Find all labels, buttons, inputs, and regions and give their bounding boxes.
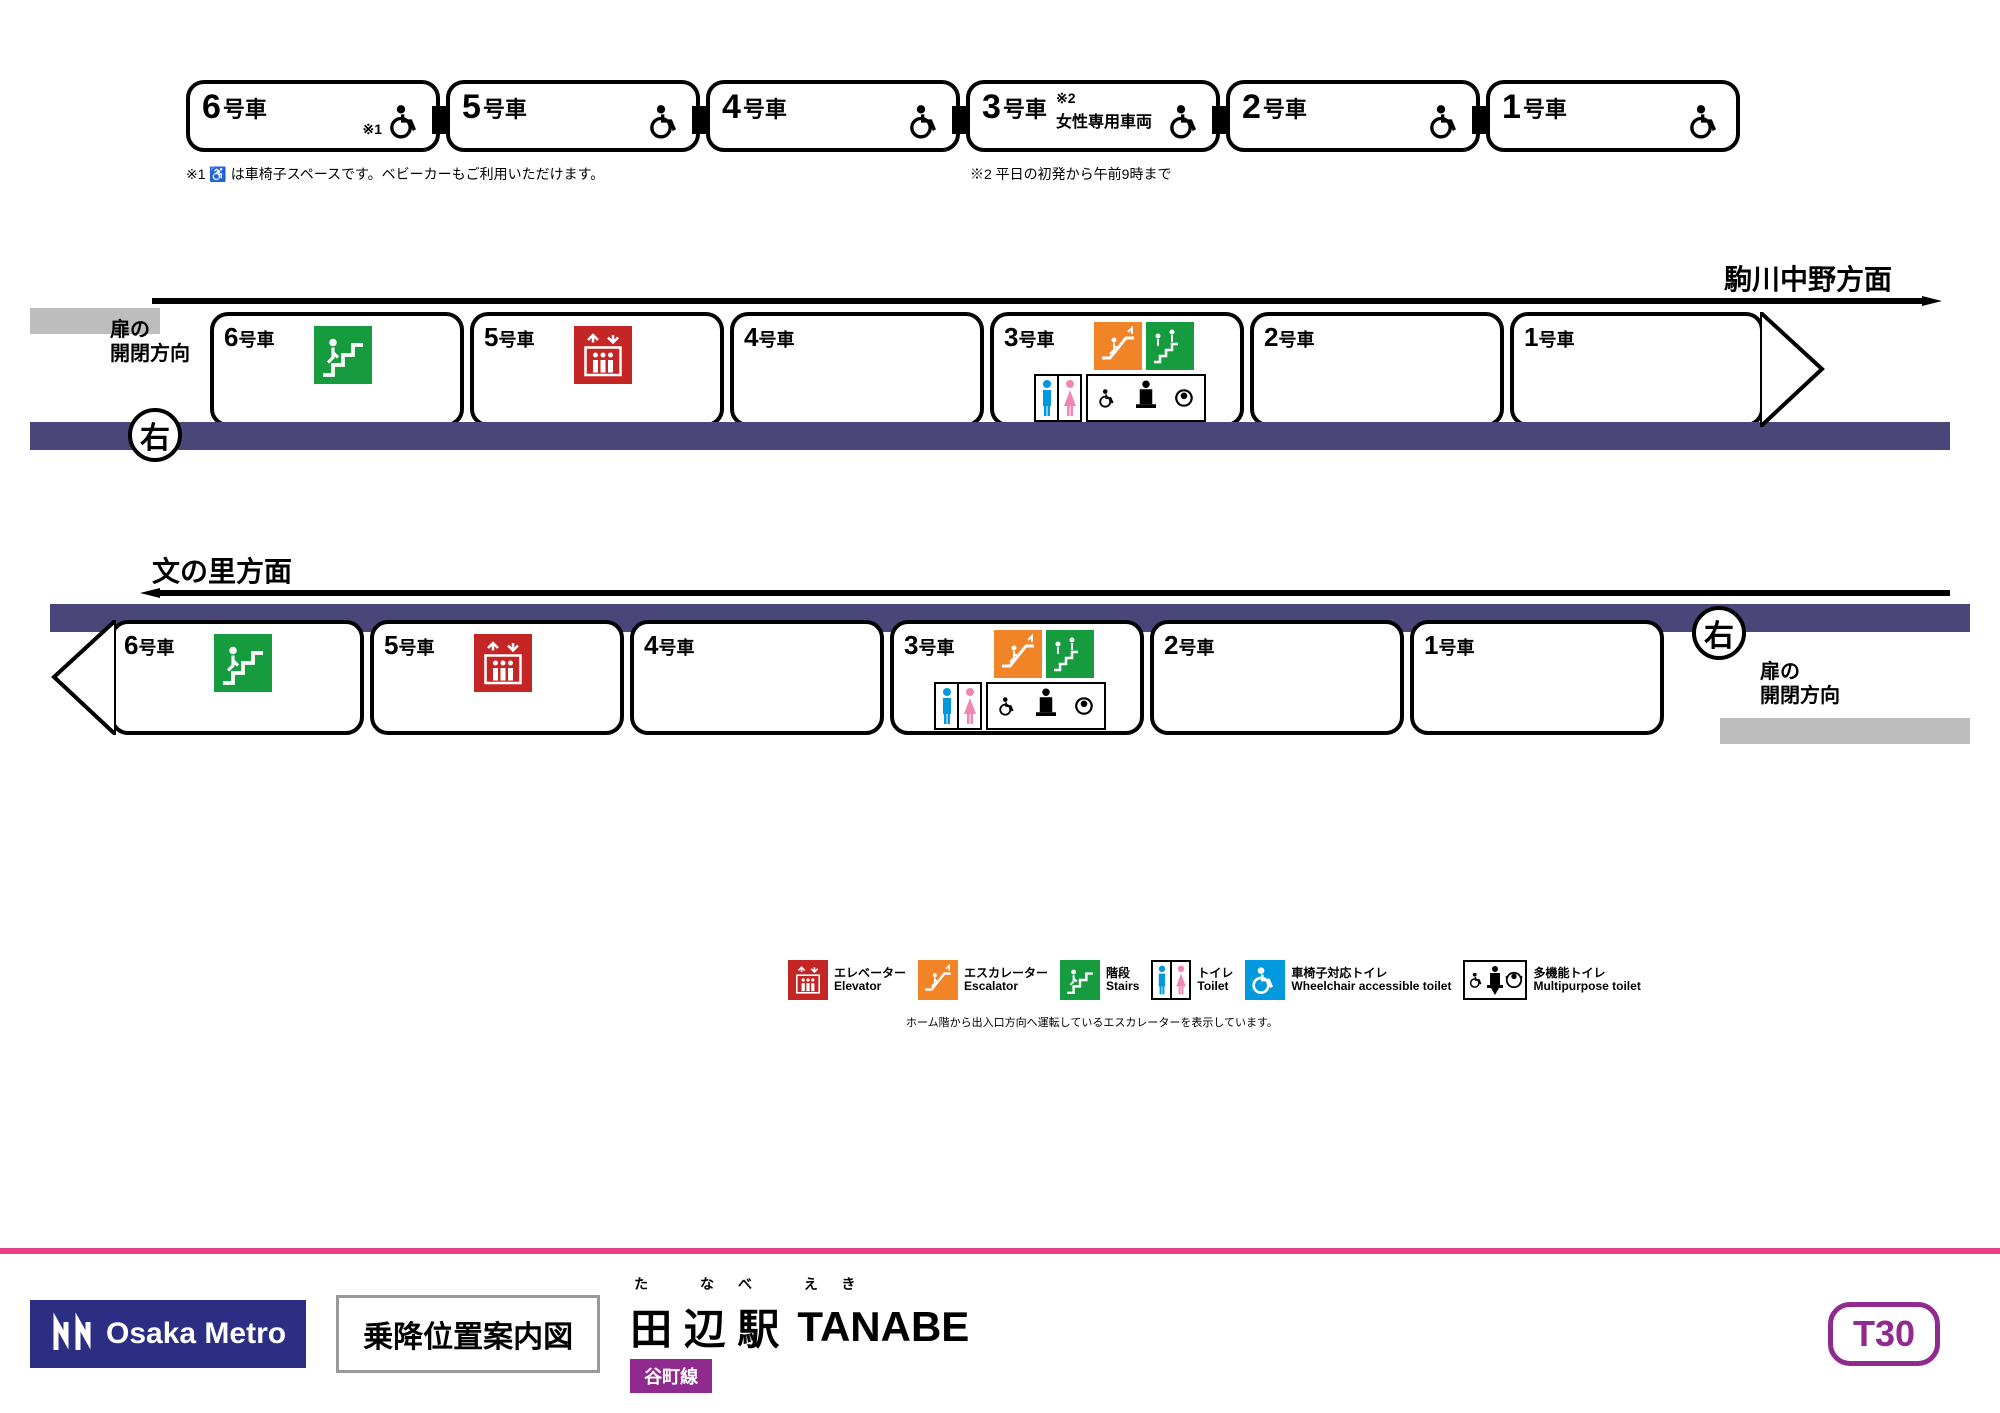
line-badge: 谷町線: [630, 1359, 712, 1393]
footnote-1: ※1 ♿ は車椅子スペースです。ベビーカーもご利用いただけます。: [186, 164, 604, 184]
top-car: 6号車※1: [186, 80, 440, 152]
top-car: 4号車: [706, 80, 960, 152]
side-1: 右: [128, 408, 182, 462]
side-2: 右: [1692, 606, 1746, 660]
boarding-label: 乗降位置案内図: [336, 1295, 600, 1373]
plat1-purple: [30, 422, 1950, 450]
station-block: た なべ えき 田 辺 駅 TANABE 谷町線: [630, 1274, 969, 1393]
top-car: 3号車※2女性専用車両: [966, 80, 1220, 152]
footer: Osaka Metro 乗降位置案内図 た なべ えき 田 辺 駅 TANABE…: [0, 1248, 2000, 1413]
platform-car: 2号車: [1150, 620, 1404, 735]
station-code: T30: [1828, 1302, 1940, 1366]
legend-item: 車椅子対応トイレWheelchair accessible toilet: [1245, 960, 1451, 1000]
platform-car: 4号車: [730, 312, 984, 427]
platform-car: 4号車: [630, 620, 884, 735]
furigana: た なべ えき: [634, 1274, 969, 1294]
platform-car: 3号車: [890, 620, 1144, 735]
direction-1: 駒川中野方面: [1724, 258, 1892, 298]
station-kanji: 田 辺 駅: [630, 1296, 779, 1357]
top-car: 5号車: [446, 80, 700, 152]
platform-car: 5号車: [470, 312, 724, 427]
top-car: 1号車: [1486, 80, 1740, 152]
direction-2: 文の里方面: [152, 550, 292, 590]
legend-item: 多機能トイレMultipurpose toilet: [1463, 960, 1640, 1000]
top-car: 2号車: [1226, 80, 1480, 152]
station-roman: TANABE: [797, 1303, 969, 1351]
brand-text: Osaka Metro: [106, 1317, 286, 1351]
legend-note: ホーム階から出入口方向へ運転しているエスカレーターを表示しています。: [906, 1014, 1278, 1030]
osaka-metro-logo: Osaka Metro: [30, 1300, 306, 1368]
platform-car: 3号車: [990, 312, 1244, 427]
door-label-1: 扉の開閉方向: [110, 318, 190, 366]
legend-item: トイレToilet: [1151, 960, 1233, 1000]
door-label-2: 扉の開閉方向: [1760, 660, 1840, 708]
platform-car: 1号車: [1410, 620, 1664, 735]
platform-car: 6号車: [210, 312, 464, 427]
platform-car: 6号車: [110, 620, 364, 735]
platform-car: 1号車: [1510, 312, 1764, 427]
plat2-gray: [1720, 718, 1970, 744]
footnote-2: ※2 平日の初発から午前9時まで: [970, 164, 1171, 184]
legend-item: エレベーターElevator: [788, 960, 906, 1000]
platform-car: 5号車: [370, 620, 624, 735]
legend-item: 階段Stairs: [1060, 960, 1139, 1000]
platform-car: 2号車: [1250, 312, 1504, 427]
legend-item: エスカレーターEscalator: [918, 960, 1048, 1000]
